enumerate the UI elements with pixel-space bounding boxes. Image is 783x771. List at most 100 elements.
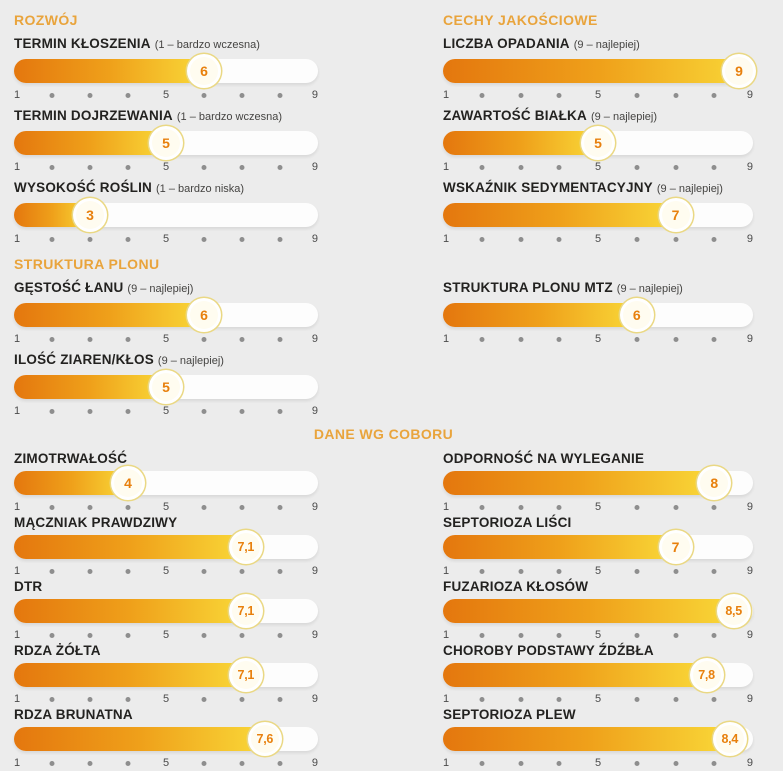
axis-dot-icon [277, 761, 283, 766]
axis-dot-icon [49, 93, 55, 98]
trait-scale-note: (9 – najlepiej) [590, 111, 657, 123]
rating-value-badge: 5 [152, 129, 180, 157]
axis-tick-5: 5 [162, 333, 170, 345]
rating-value: 7 [671, 539, 680, 555]
axis-dot-icon [239, 237, 245, 242]
axis-tick-1: 1 [443, 757, 450, 769]
axis-dot-icon [556, 505, 562, 510]
axis-dot-icon [673, 569, 678, 574]
axis-dot-icon [277, 633, 283, 638]
rating-value-badge: 5 [152, 373, 180, 401]
trait-scale-note: (1 – bardzo wczesna) [154, 39, 260, 51]
axis-dot-icon [556, 337, 562, 342]
axis-dot-icon [87, 337, 93, 342]
rating-value: 6 [200, 63, 208, 79]
trait-module: SEPTORIOZA PLEW 8,4 1 5 9 [443, 707, 753, 769]
axis-dot-icon [49, 633, 55, 638]
trait-label: GĘSTOŚĆ ŁANU [14, 280, 124, 295]
rating-bar-fill [14, 535, 246, 559]
axis-tick-5: 5 [162, 161, 170, 173]
axis-dot-icon [201, 409, 207, 414]
axis-tick-9: 9 [746, 501, 753, 513]
axis-dot-icon [634, 505, 640, 510]
axis-tick-9: 9 [746, 161, 753, 173]
trait-module: ZAWARTOŚĆ BIAŁKA (9 – najlepiej) 5 1 5 9 [443, 108, 753, 173]
axis-dot-icon [673, 697, 678, 702]
axis-dot-icon [239, 337, 245, 342]
axis-dot-icon [711, 569, 717, 574]
rating-bar-fill [14, 599, 246, 623]
axis-tick-5: 5 [594, 757, 602, 769]
rating-axis: 1 5 9 [14, 693, 318, 705]
rating-value-badge: 7,6 [250, 725, 279, 753]
rating-bar-fill [14, 303, 204, 327]
rating-value: 8,4 [721, 732, 739, 746]
axis-dot-icon [277, 237, 283, 242]
rating-bar: 8 [443, 469, 753, 497]
axis-tick-1: 1 [443, 233, 450, 245]
axis-tick-5: 5 [594, 333, 602, 345]
trait-label: RDZA BRUNATNA [14, 707, 133, 722]
rating-bar: 8,5 [443, 597, 753, 625]
axis-dot-icon [634, 93, 640, 98]
rating-value-badge: 8,5 [719, 597, 748, 625]
trait-scale-note: (9 – najlepiej) [157, 355, 224, 367]
axis-dot-icon [201, 697, 207, 702]
axis-dot-icon [634, 633, 640, 638]
axis-dot-icon [556, 761, 562, 766]
rating-bar: 7 [443, 533, 753, 561]
axis-tick-9: 9 [311, 333, 318, 345]
axis-dot-icon [479, 337, 485, 342]
axis-dot-icon [518, 633, 523, 638]
rating-value-badge: 6 [190, 57, 218, 85]
axis-dot-icon [87, 505, 93, 510]
rating-axis: 1 5 9 [14, 629, 318, 641]
axis-dot-icon [634, 337, 640, 342]
axis-tick-1: 1 [14, 693, 21, 705]
axis-tick-1: 1 [443, 89, 450, 101]
axis-dot-icon [634, 165, 640, 170]
rating-value-badge: 6 [190, 301, 218, 329]
axis-dot-icon [49, 697, 55, 702]
trait-module: GĘSTOŚĆ ŁANU (9 – najlepiej) 6 1 5 9 [14, 280, 318, 345]
axis-tick-1: 1 [443, 693, 450, 705]
axis-dot-icon [673, 633, 678, 638]
axis-tick-9: 9 [746, 333, 753, 345]
rating-bar: 9 [443, 57, 754, 85]
axis-tick-1: 1 [443, 161, 450, 173]
axis-dot-icon [277, 93, 283, 98]
rating-axis: 1 5 9 [443, 501, 753, 513]
axis-dot-icon [518, 761, 523, 766]
axis-tick-5: 5 [594, 233, 602, 245]
section-header-rozwoj: ROZWÓJ [14, 12, 78, 28]
rating-axis: 1 5 9 [443, 565, 753, 577]
axis-dot-icon [711, 93, 717, 98]
axis-dot-icon [49, 409, 55, 414]
rating-value: 9 [735, 63, 743, 79]
trait-label: STRUKTURA PLONU MTZ [443, 280, 613, 295]
axis-tick-9: 9 [311, 565, 318, 577]
trait-label-row: WSKAŹNIK SEDYMENTACYJNY (9 – najlepiej) [443, 180, 753, 197]
axis-dot-icon [634, 569, 640, 574]
axis-dot-icon [125, 165, 131, 170]
trait-label: MĄCZNIAK PRAWDZIWY [14, 515, 178, 530]
axis-dot-icon [556, 697, 562, 702]
axis-dot-icon [201, 633, 207, 638]
trait-module: RDZA ŻÓŁTA 7,1 1 5 9 [14, 643, 318, 705]
rating-value: 7,8 [698, 668, 715, 682]
rating-axis: 1 5 9 [14, 501, 318, 513]
axis-dot-icon [673, 505, 678, 510]
axis-tick-1: 1 [14, 233, 21, 245]
trait-scale-note: (1 – bardzo niska) [156, 183, 245, 195]
axis-dot-icon [711, 505, 717, 510]
trait-label-row: SEPTORIOZA PLEW [443, 707, 753, 722]
axis-tick-5: 5 [162, 629, 170, 641]
axis-dot-icon [277, 409, 283, 414]
rating-bar: 5 [14, 373, 318, 401]
axis-dot-icon [556, 569, 562, 574]
axis-tick-9: 9 [746, 693, 753, 705]
rating-value-badge: 4 [114, 469, 142, 497]
axis-dot-icon [201, 165, 207, 170]
rating-value-badge: 8,4 [715, 725, 744, 753]
axis-dot-icon [125, 93, 131, 98]
